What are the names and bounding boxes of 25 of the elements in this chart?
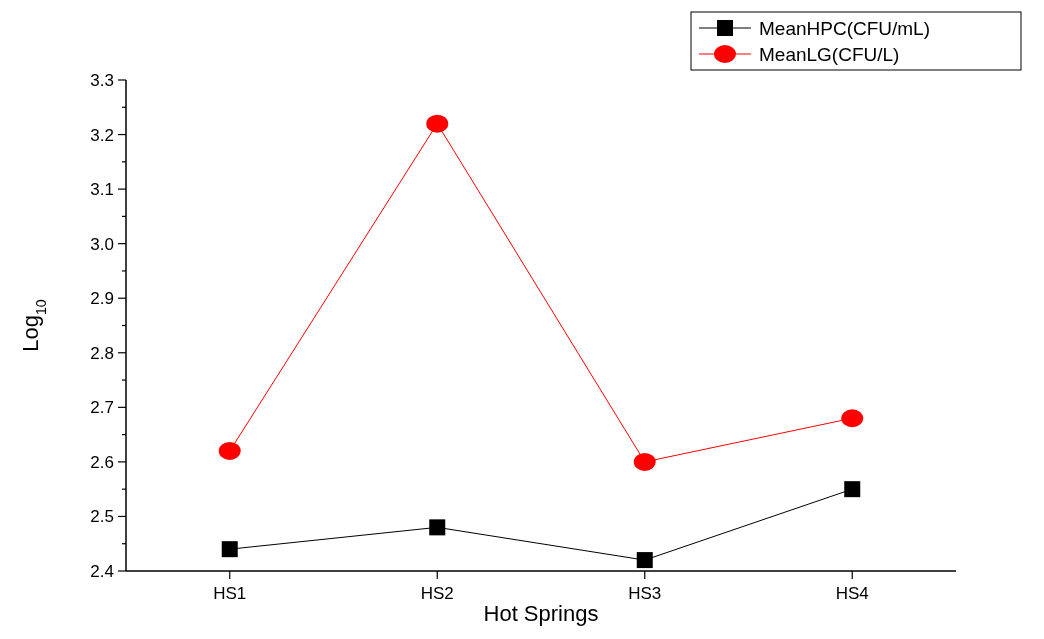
y-tick-label: 3.3: [90, 70, 114, 90]
y-tick-label: 2.9: [90, 289, 114, 309]
x-tick-label: HS3: [628, 584, 662, 603]
x-tick-label: HS4: [835, 584, 869, 603]
x-axis-title: Hot Springs: [483, 601, 599, 626]
y-tick-label: 2.4: [90, 561, 114, 581]
y-tick-label: 3.1: [90, 180, 114, 200]
point: [429, 519, 446, 536]
point: [221, 541, 238, 558]
legend-label: MeanHPC(CFU/mL): [759, 17, 931, 39]
y-tick-label: 2.8: [90, 343, 114, 363]
x-tick-label: HS1: [213, 584, 247, 603]
legend-label: MeanLG(CFU/L): [759, 43, 900, 65]
point: [218, 441, 241, 460]
y-tick-label: 2.5: [90, 507, 114, 527]
y-tick-label: 2.6: [90, 452, 114, 472]
y-tick-label: 3.2: [90, 125, 114, 145]
point: [426, 114, 449, 133]
point: [841, 409, 864, 428]
point: [844, 481, 861, 498]
point: [633, 452, 656, 471]
point: [636, 552, 653, 569]
y-tick-label: 3.0: [90, 234, 114, 254]
y-tick-label: 2.7: [90, 398, 114, 418]
x-tick-label: HS2: [420, 584, 454, 603]
